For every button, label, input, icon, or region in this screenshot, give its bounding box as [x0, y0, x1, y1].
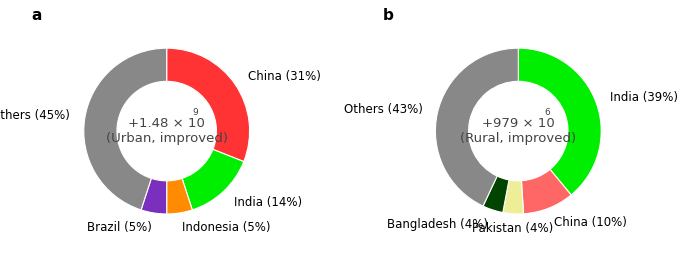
Text: 9: 9 [192, 108, 198, 117]
Text: Brazil (5%): Brazil (5%) [86, 221, 151, 234]
Text: Indonesia (5%): Indonesia (5%) [182, 221, 271, 234]
Text: a: a [32, 8, 42, 23]
Wedge shape [436, 48, 519, 206]
Text: India (14%): India (14%) [234, 196, 302, 209]
Text: +1.48 × 10: +1.48 × 10 [128, 117, 205, 130]
Text: Others (43%): Others (43%) [344, 103, 423, 116]
Text: (Urban, improved): (Urban, improved) [105, 132, 227, 145]
Text: China (10%): China (10%) [554, 215, 627, 229]
Text: China (31%): China (31%) [247, 70, 321, 83]
Wedge shape [503, 180, 523, 214]
Wedge shape [141, 178, 166, 214]
Text: Bangladesh (4%): Bangladesh (4%) [387, 217, 488, 231]
Wedge shape [182, 149, 244, 210]
Wedge shape [166, 48, 249, 162]
Text: (Rural, improved): (Rural, improved) [460, 132, 576, 145]
Text: +979 × 10: +979 × 10 [482, 117, 555, 130]
Wedge shape [84, 48, 166, 210]
Wedge shape [166, 178, 192, 214]
Wedge shape [483, 176, 509, 213]
Text: India (39%): India (39%) [610, 91, 678, 104]
Wedge shape [521, 170, 571, 214]
Text: Pakistan (4%): Pakistan (4%) [471, 222, 553, 235]
Wedge shape [519, 48, 601, 195]
Text: 6: 6 [544, 108, 550, 117]
Text: Others (45%): Others (45%) [0, 109, 70, 122]
Text: b: b [383, 8, 394, 23]
